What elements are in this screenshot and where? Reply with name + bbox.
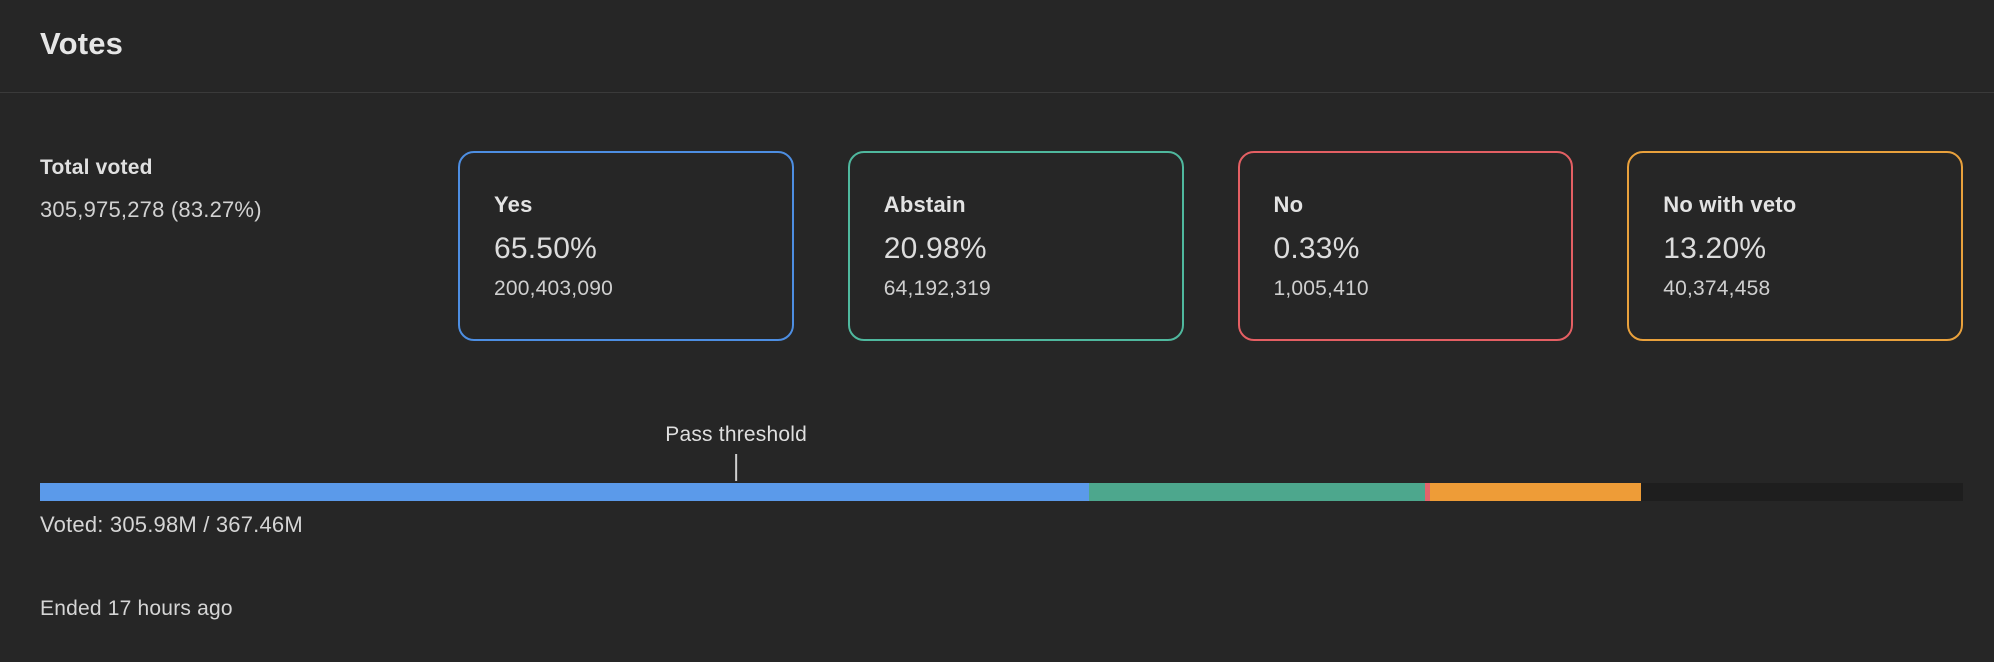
vote-card-label: Yes bbox=[494, 192, 533, 217]
bar-segment-abstain bbox=[1088, 483, 1425, 501]
vote-card-amount: 40,374,458 bbox=[1663, 277, 1771, 300]
vote-card-abstain: Abstain 20.98% 64,192,319 bbox=[847, 151, 1184, 341]
vote-card-no: No 0.33% 1,005,410 bbox=[1237, 151, 1574, 341]
votes-panel-header: Votes bbox=[0, 0, 1994, 93]
vote-card-percent: 13.20% bbox=[1663, 232, 1767, 265]
vote-card-amount: 200,403,090 bbox=[494, 277, 613, 300]
total-voted-value: 305,975,278 (83.27%) bbox=[40, 197, 262, 222]
vote-card-amount: 1,005,410 bbox=[1273, 277, 1369, 300]
vote-card-percent: 20.98% bbox=[883, 232, 987, 265]
ended-status-text: Ended 17 hours ago bbox=[40, 597, 233, 620]
pass-threshold-marker: Pass threshold bbox=[665, 423, 807, 481]
bar-segment-no-with-veto bbox=[1429, 483, 1642, 501]
pass-threshold-tick bbox=[735, 454, 738, 481]
total-voted-label: Total voted bbox=[40, 156, 153, 179]
vote-card-yes: Yes 65.50% 200,403,090 bbox=[458, 151, 794, 341]
bar-segment-no bbox=[1424, 483, 1430, 501]
voted-summary-text: Voted: 305.98M / 367.46M bbox=[40, 512, 303, 537]
total-voted-block: Total voted 305,975,278 (83.27%) bbox=[40, 151, 458, 223]
vote-card-label: No bbox=[1273, 192, 1304, 217]
votes-panel-body: Total voted 305,975,278 (83.27%) Yes 65.… bbox=[0, 151, 1994, 622]
vote-card-no-with-veto: No with veto 13.20% 40,374,458 bbox=[1627, 151, 1963, 341]
vote-bar-section: Pass threshold bbox=[40, 423, 1963, 501]
vote-card-percent: 65.50% bbox=[494, 232, 597, 265]
vote-option-cards: Yes 65.50% 200,403,090 Abstain 20.98% 64… bbox=[458, 151, 1963, 341]
vote-card-percent: 0.33% bbox=[1273, 232, 1360, 265]
vote-distribution-bar bbox=[40, 483, 1963, 501]
vote-card-label: No with veto bbox=[1663, 192, 1797, 217]
pass-threshold-label: Pass threshold bbox=[665, 423, 807, 446]
bar-segment-yes bbox=[40, 483, 1089, 501]
vote-card-amount: 64,192,319 bbox=[883, 277, 991, 300]
summary-row: Total voted 305,975,278 (83.27%) Yes 65.… bbox=[40, 151, 1963, 341]
vote-card-label: Abstain bbox=[883, 192, 966, 217]
panel-title: Votes bbox=[40, 26, 124, 61]
